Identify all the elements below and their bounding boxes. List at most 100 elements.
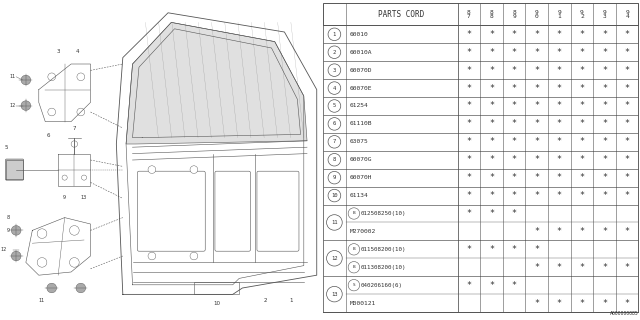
Circle shape: [47, 283, 56, 293]
Text: *: *: [467, 66, 472, 75]
Bar: [323, 79, 639, 97]
Circle shape: [37, 258, 47, 267]
Text: 7: 7: [72, 126, 76, 131]
Text: 6: 6: [47, 132, 50, 138]
Text: *: *: [534, 173, 540, 182]
Circle shape: [148, 252, 156, 260]
Text: 040206160(6): 040206160(6): [361, 283, 403, 288]
Text: PARTS CORD: PARTS CORD: [378, 10, 425, 19]
Text: 60070H: 60070H: [349, 175, 372, 180]
Bar: [323, 115, 639, 133]
Circle shape: [48, 73, 56, 81]
Text: *: *: [625, 155, 630, 164]
Circle shape: [328, 136, 340, 148]
Text: 1: 1: [289, 298, 292, 303]
Text: *: *: [467, 173, 472, 182]
Text: *: *: [467, 84, 472, 92]
Text: *: *: [467, 48, 472, 57]
Text: 60010A: 60010A: [349, 50, 372, 55]
Text: 5: 5: [333, 103, 336, 108]
Text: 6: 6: [333, 121, 336, 126]
Bar: [323, 169, 639, 187]
Text: 8
9: 8 9: [512, 10, 516, 19]
Text: 3: 3: [333, 68, 336, 73]
Text: 63075: 63075: [349, 139, 369, 144]
Text: *: *: [557, 30, 562, 39]
Text: *: *: [557, 101, 562, 110]
Bar: [323, 25, 639, 43]
Text: *: *: [467, 30, 472, 39]
Text: 61254: 61254: [349, 103, 369, 108]
Text: *: *: [557, 119, 562, 128]
Text: 1: 1: [333, 32, 336, 37]
Text: *: *: [579, 191, 584, 200]
Text: *: *: [489, 209, 494, 218]
Text: 4: 4: [76, 49, 79, 54]
Text: *: *: [534, 245, 540, 254]
Circle shape: [328, 154, 340, 166]
Circle shape: [348, 208, 360, 219]
Text: *: *: [625, 137, 630, 146]
Text: 8: 8: [333, 157, 336, 162]
Text: B: B: [353, 265, 355, 269]
Text: *: *: [511, 119, 516, 128]
Bar: [323, 133, 639, 151]
Text: 9
1: 9 1: [557, 10, 561, 19]
Text: 11: 11: [331, 220, 338, 225]
FancyBboxPatch shape: [257, 171, 299, 251]
Text: *: *: [557, 155, 562, 164]
Text: *: *: [602, 119, 607, 128]
Text: *: *: [489, 101, 494, 110]
Circle shape: [328, 100, 340, 112]
Bar: [323, 43, 639, 61]
Text: *: *: [602, 191, 607, 200]
Circle shape: [71, 141, 77, 147]
Bar: [323, 276, 639, 312]
Text: *: *: [602, 30, 607, 39]
Text: B: B: [353, 212, 355, 215]
Text: *: *: [489, 281, 494, 290]
Circle shape: [21, 75, 31, 85]
Text: *: *: [602, 263, 607, 272]
Text: 012508250(10): 012508250(10): [361, 211, 406, 216]
Circle shape: [190, 166, 198, 173]
Text: 9: 9: [63, 195, 66, 200]
Text: *: *: [511, 48, 516, 57]
Circle shape: [326, 251, 342, 266]
Text: *: *: [625, 84, 630, 92]
Text: *: *: [511, 191, 516, 200]
Text: *: *: [625, 48, 630, 57]
Text: 2: 2: [333, 50, 336, 55]
Text: *: *: [534, 48, 540, 57]
Text: *: *: [602, 173, 607, 182]
Circle shape: [77, 73, 84, 81]
Circle shape: [328, 82, 340, 94]
Text: *: *: [557, 191, 562, 200]
Text: *: *: [579, 30, 584, 39]
Text: 9: 9: [333, 175, 336, 180]
Text: *: *: [467, 155, 472, 164]
Text: *: *: [579, 84, 584, 92]
Text: *: *: [625, 66, 630, 75]
Polygon shape: [126, 22, 307, 144]
Text: 8
8: 8 8: [490, 10, 493, 19]
Text: *: *: [511, 101, 516, 110]
Circle shape: [77, 108, 84, 116]
Text: 61134: 61134: [349, 193, 369, 198]
Text: 9
2: 9 2: [580, 10, 584, 19]
Text: *: *: [579, 227, 584, 236]
Text: 9
3: 9 3: [603, 10, 606, 19]
Text: *: *: [511, 137, 516, 146]
Text: S: S: [353, 283, 355, 287]
Text: *: *: [625, 30, 630, 39]
Text: *: *: [625, 191, 630, 200]
Text: *: *: [534, 66, 540, 75]
Text: *: *: [557, 66, 562, 75]
Text: *: *: [602, 227, 607, 236]
Text: *: *: [579, 155, 584, 164]
Circle shape: [326, 286, 342, 302]
Text: *: *: [511, 173, 516, 182]
Text: B: B: [353, 247, 355, 251]
Text: 12: 12: [0, 247, 6, 252]
Text: *: *: [579, 48, 584, 57]
